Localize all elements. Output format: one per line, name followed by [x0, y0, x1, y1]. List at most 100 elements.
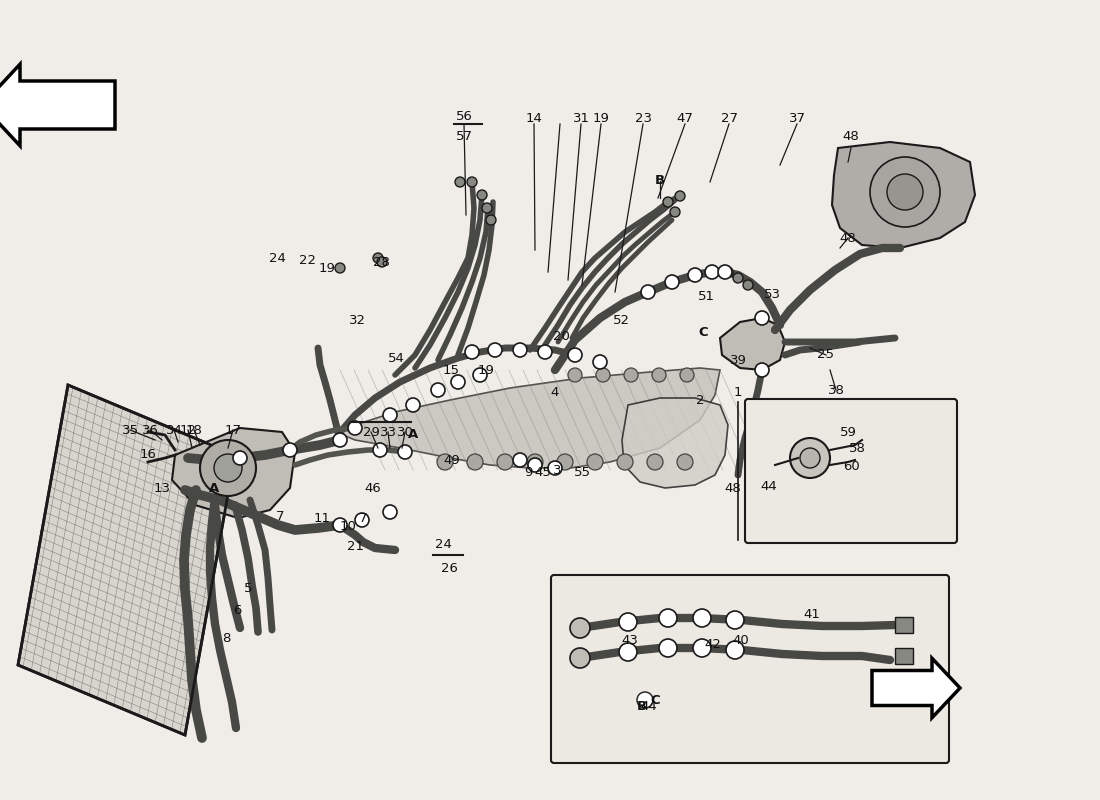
Circle shape: [570, 618, 590, 638]
Text: C: C: [650, 694, 660, 706]
Text: 22: 22: [299, 254, 317, 267]
Text: 21: 21: [346, 539, 363, 553]
Text: 30: 30: [397, 426, 414, 438]
Circle shape: [675, 191, 685, 201]
Circle shape: [596, 368, 611, 382]
Circle shape: [755, 363, 769, 377]
Text: 42: 42: [705, 638, 722, 651]
Circle shape: [718, 265, 732, 279]
Circle shape: [377, 257, 387, 267]
Text: 39: 39: [729, 354, 747, 366]
Circle shape: [355, 513, 368, 527]
Text: 60: 60: [843, 459, 859, 473]
Text: 48: 48: [839, 231, 857, 245]
Text: 5: 5: [244, 582, 252, 594]
Text: 48: 48: [843, 130, 859, 142]
Bar: [895, 648, 913, 664]
Circle shape: [726, 611, 744, 629]
Text: 13: 13: [154, 482, 170, 494]
Circle shape: [587, 454, 603, 470]
Circle shape: [688, 268, 702, 282]
Circle shape: [619, 643, 637, 661]
Polygon shape: [720, 318, 785, 370]
Text: 56: 56: [455, 110, 472, 122]
Text: 36: 36: [142, 423, 158, 437]
Circle shape: [647, 454, 663, 470]
Text: 31: 31: [572, 111, 590, 125]
Circle shape: [538, 345, 552, 359]
Circle shape: [870, 157, 940, 227]
Circle shape: [465, 345, 478, 359]
Text: 18: 18: [186, 423, 202, 437]
Circle shape: [468, 177, 477, 187]
Circle shape: [233, 451, 248, 465]
Circle shape: [726, 641, 744, 659]
Polygon shape: [832, 142, 975, 248]
Polygon shape: [621, 398, 728, 488]
Text: 24: 24: [434, 538, 451, 551]
Circle shape: [693, 609, 711, 627]
Circle shape: [800, 448, 820, 468]
Text: 47: 47: [676, 111, 693, 125]
Circle shape: [568, 368, 582, 382]
Text: 20: 20: [552, 330, 570, 343]
Polygon shape: [0, 64, 116, 146]
Text: 19: 19: [593, 111, 609, 125]
Text: 9: 9: [524, 466, 532, 478]
Polygon shape: [172, 428, 295, 518]
Circle shape: [593, 355, 607, 369]
Text: B: B: [654, 174, 666, 187]
Circle shape: [568, 348, 582, 362]
Text: A: A: [408, 427, 418, 441]
Circle shape: [451, 375, 465, 389]
Text: 7: 7: [359, 513, 367, 526]
Text: 10: 10: [340, 521, 356, 534]
Text: 19: 19: [477, 363, 494, 377]
Circle shape: [513, 453, 527, 467]
Text: 27: 27: [720, 111, 737, 125]
Circle shape: [666, 275, 679, 289]
Circle shape: [336, 263, 345, 273]
Text: 41: 41: [804, 607, 821, 621]
Circle shape: [617, 454, 632, 470]
Text: 59: 59: [839, 426, 857, 438]
Text: 16: 16: [140, 449, 156, 462]
Text: 46: 46: [364, 482, 382, 494]
Text: 29: 29: [363, 426, 379, 438]
Text: 40: 40: [733, 634, 749, 646]
Circle shape: [693, 639, 711, 657]
Circle shape: [482, 203, 492, 213]
Text: 45: 45: [535, 466, 551, 478]
Bar: [895, 617, 913, 633]
Circle shape: [723, 267, 733, 277]
Text: 2: 2: [695, 394, 704, 406]
Text: 32: 32: [349, 314, 365, 326]
Text: 17: 17: [224, 423, 242, 437]
Text: 55: 55: [573, 466, 591, 478]
Circle shape: [455, 177, 465, 187]
Circle shape: [214, 454, 242, 482]
Circle shape: [570, 648, 590, 668]
Circle shape: [468, 454, 483, 470]
Circle shape: [383, 408, 397, 422]
Circle shape: [557, 454, 573, 470]
Circle shape: [659, 639, 676, 657]
Circle shape: [431, 383, 446, 397]
Circle shape: [513, 343, 527, 357]
Circle shape: [659, 609, 676, 627]
Circle shape: [373, 443, 387, 457]
Text: 58: 58: [848, 442, 866, 454]
FancyBboxPatch shape: [745, 399, 957, 543]
Text: 43: 43: [621, 634, 638, 646]
Circle shape: [637, 692, 653, 708]
Text: 4: 4: [551, 386, 559, 398]
Polygon shape: [338, 368, 720, 468]
Circle shape: [705, 265, 719, 279]
Text: B: B: [637, 699, 647, 713]
Circle shape: [641, 285, 654, 299]
Circle shape: [680, 368, 694, 382]
Text: 24: 24: [268, 251, 285, 265]
Circle shape: [624, 368, 638, 382]
Circle shape: [437, 454, 453, 470]
Circle shape: [528, 458, 542, 472]
